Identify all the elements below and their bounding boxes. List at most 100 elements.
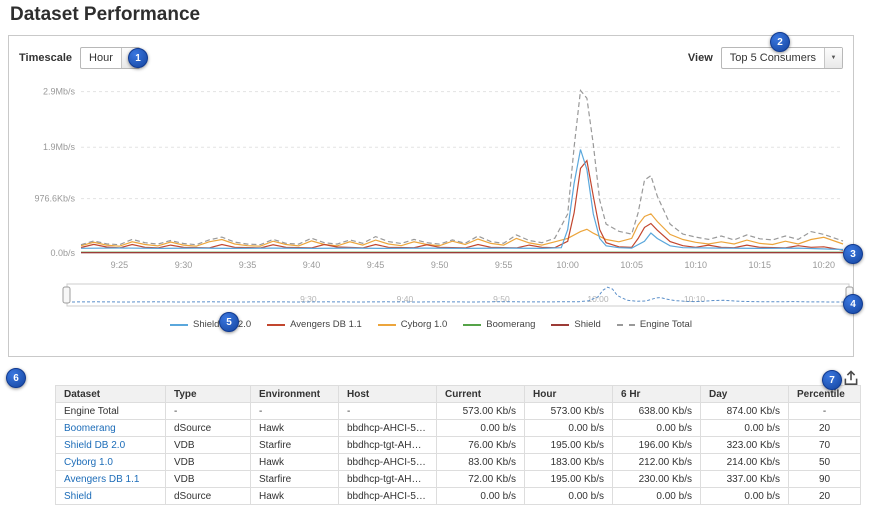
table-cell: 76.00 Kb/s xyxy=(436,436,525,454)
table-cell: - xyxy=(165,402,251,420)
legend-item[interactable]: Shield xyxy=(551,319,601,330)
x-axis-label: 10:05 xyxy=(620,260,643,270)
brush-axis-label: 9:40 xyxy=(397,294,414,304)
table-row: Boomerang dSource Hawk bbdhcp-AHCI-585... 0.… xyxy=(55,419,861,437)
table-cell: 90 xyxy=(788,470,861,488)
column-header: Percentile xyxy=(788,385,861,403)
table-cell: bbdhcp-AHCI-585... xyxy=(338,419,437,437)
dataset-table-section: Dataset Type Environment Host Current Hour 6 H… xyxy=(55,385,861,505)
table-cell: 72.00 Kb/s xyxy=(436,470,525,488)
table-cell: 0.00 b/s xyxy=(524,419,613,437)
column-header: Current xyxy=(436,385,525,403)
table-cell: 0.00 b/s xyxy=(436,487,525,505)
legend-item[interactable]: Cyborg 1.0 xyxy=(377,319,448,330)
view-value: Top 5 Consumers xyxy=(729,52,816,64)
legend-label: Cyborg 1.0 xyxy=(400,319,448,330)
table-cell: 20 xyxy=(788,419,861,437)
legend-label: Boomerang xyxy=(486,319,536,330)
legend-label: Shield xyxy=(574,319,601,330)
table-cell: 0.00 b/s xyxy=(436,419,525,437)
table-cell: 0.00 b/s xyxy=(700,419,789,437)
table-cell: 573.00 Kb/s xyxy=(524,402,613,420)
table-cell: 0.00 b/s xyxy=(612,487,701,505)
brush-axis-label: 9:50 xyxy=(493,294,510,304)
table-row: Shield dSource Hawk bbdhcp-AHCI-585... 0.00 … xyxy=(55,487,861,505)
dataset-table: Dataset Type Environment Host Current Hour 6 H… xyxy=(55,385,861,505)
brush-handle[interactable] xyxy=(62,286,71,304)
performance-chart[interactable]: 2.9Mb/s 1.9Mb/s 976.6Kb/s 0.0b/s 9:25 9:30 9:3… xyxy=(9,78,855,278)
table-cell: 230.00 Kb/s xyxy=(612,470,701,488)
x-axis-label: 10:00 xyxy=(556,260,579,270)
callout-6: 6 xyxy=(6,368,26,388)
dataset-link[interactable]: Cyborg 1.0 xyxy=(55,453,166,471)
table-cell: - xyxy=(338,402,437,420)
table-cell: 195.00 Kb/s xyxy=(524,436,613,454)
timescale-label: Timescale xyxy=(19,52,73,64)
table-cell: 20 xyxy=(788,487,861,505)
table-row: Avengers DB 1.1 VDB Starfire bbdhcp-tgt-AHC… xyxy=(55,470,861,488)
table-cell: bbdhcp-tgt-AHCI-... xyxy=(338,470,437,488)
view-select[interactable]: Top 5 Consumers ▼ xyxy=(720,47,843,69)
view-control: View Top 5 Consumers ▼ xyxy=(688,47,843,69)
x-axis-label: 10:20 xyxy=(813,260,836,270)
series-line xyxy=(80,159,844,251)
legend-item[interactable]: Engine Total xyxy=(616,319,692,330)
callout-3: 3 xyxy=(843,244,863,264)
table-cell: Starfire xyxy=(250,436,339,454)
table-cell: 83.00 Kb/s xyxy=(436,453,525,471)
x-axis-label: 9:30 xyxy=(175,260,193,270)
series-line xyxy=(80,89,844,246)
time-brush[interactable]: 9:30 9:40 9:50 10:00 10:10 xyxy=(9,282,855,318)
table-cell: 0.00 b/s xyxy=(700,487,789,505)
dataset-link[interactable]: Shield xyxy=(55,487,166,505)
brush-track[interactable] xyxy=(66,283,850,307)
column-header: Hour xyxy=(524,385,613,403)
legend-label: Avengers DB 1.1 xyxy=(290,319,362,330)
view-label: View xyxy=(687,52,713,64)
dataset-link[interactable]: Avengers DB 1.1 xyxy=(55,470,166,488)
x-axis-label: 9:55 xyxy=(495,260,513,270)
export-icon[interactable] xyxy=(842,369,860,387)
column-header: Type xyxy=(165,385,251,403)
dataset-link[interactable]: Shield DB 2.0 xyxy=(55,436,166,454)
table-cell: 323.00 Kb/s xyxy=(700,436,789,454)
table-cell: 573.00 Kb/s xyxy=(436,402,525,420)
chart-legend: Shield DB 2.0 Avengers DB 1.1 Cyborg 1.0… xyxy=(9,319,853,330)
callout-7: 7 xyxy=(822,370,842,390)
table-cell: VDB xyxy=(165,436,251,454)
brush-axis-label: 10:00 xyxy=(587,294,609,304)
table-cell: bbdhcp-tgt-AHCI-... xyxy=(338,436,437,454)
dataset-link[interactable]: Boomerang xyxy=(55,419,166,437)
timescale-control: Timescale Hour ▼ xyxy=(19,47,140,69)
column-header: Environment xyxy=(250,385,339,403)
callout-5: 5 xyxy=(219,312,239,332)
performance-chart-panel: Timescale Hour ▼ View Top 5 Consumers ▼ … xyxy=(8,35,854,357)
legend-label: Engine Total xyxy=(639,319,692,330)
chevron-down-icon: ▼ xyxy=(824,48,842,68)
table-row: Engine Total - - -573.00 Kb/s 573.00 Kb/s 638… xyxy=(55,402,861,420)
callout-2: 2 xyxy=(770,32,790,52)
table-cell: VDB xyxy=(165,453,251,471)
table-cell: 195.00 Kb/s xyxy=(524,470,613,488)
legend-item[interactable]: Boomerang xyxy=(463,319,535,330)
legend-swatch xyxy=(377,323,396,326)
timescale-value: Hour xyxy=(89,52,113,64)
table-cell: - xyxy=(788,402,861,420)
legend-item[interactable]: Avengers DB 1.1 xyxy=(267,319,362,330)
callout-4: 4 xyxy=(843,294,863,314)
y-axis-label: 976.6Kb/s xyxy=(34,194,75,204)
table-header-row: Dataset Type Environment Host Current Hour 6 H… xyxy=(55,385,861,403)
table-cell: Starfire xyxy=(250,470,339,488)
table-cell: bbdhcp-AHCI-585... xyxy=(338,453,437,471)
x-axis-label: 9:35 xyxy=(239,260,257,270)
table-cell: 196.00 Kb/s xyxy=(612,436,701,454)
x-axis-label: 9:45 xyxy=(367,260,385,270)
table-cell: bbdhcp-AHCI-585... xyxy=(338,487,437,505)
x-axis-label: 10:15 xyxy=(748,260,771,270)
legend-swatch xyxy=(616,323,635,326)
table-cell: - xyxy=(250,402,339,420)
table-cell: 337.00 Kb/s xyxy=(700,470,789,488)
x-axis-label: 10:10 xyxy=(684,260,707,270)
brush-series-line xyxy=(66,286,850,303)
legend-swatch xyxy=(463,323,482,326)
